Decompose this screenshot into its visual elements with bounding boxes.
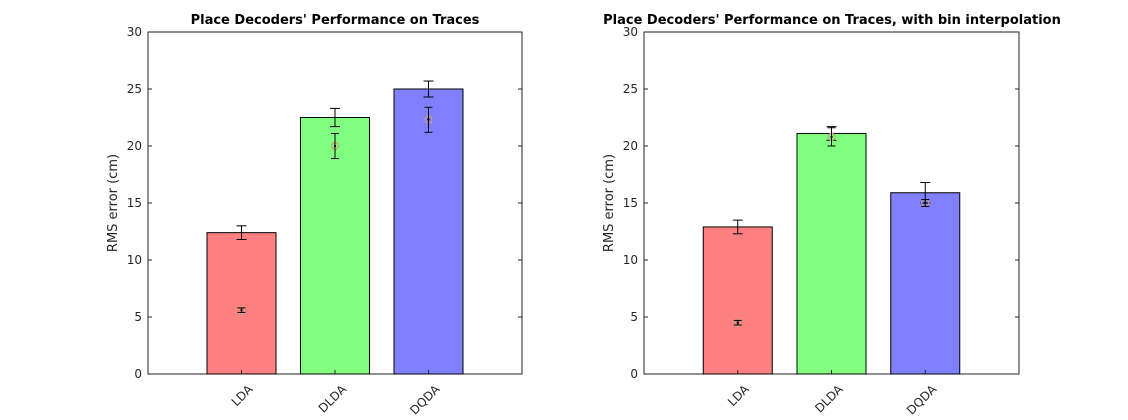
- y-axis-label: RMS error (cm): [602, 154, 617, 252]
- bars: [206, 80, 464, 375]
- x-tick-label: DLDA: [316, 382, 350, 416]
- y-tick-label: 20: [623, 139, 638, 153]
- y-tick-label: 5: [134, 310, 142, 324]
- chart-panel-right: Place Decoders' Performance on Traces, w…: [602, 13, 1061, 417]
- secondary-point-dot: [333, 144, 337, 148]
- secondary-point-marker: [733, 318, 742, 327]
- y-tick-label: 25: [623, 82, 638, 96]
- y-tick-label: 20: [127, 139, 142, 153]
- y-axis-label: RMS error (cm): [106, 154, 121, 252]
- bar-dqda: [890, 192, 961, 375]
- chart-title: Place Decoders' Performance on Traces, w…: [603, 13, 1061, 28]
- bar-dlda: [796, 132, 867, 375]
- y-tick-label: 10: [623, 253, 638, 267]
- secondary-point-dot: [240, 308, 243, 312]
- y-ticks: 0 5 10 15 20 25 30: [623, 25, 1019, 381]
- y-tick-label: 30: [127, 25, 142, 39]
- x-tick-label: LDA: [725, 382, 752, 409]
- secondary-point-dot: [924, 201, 927, 205]
- x-tick-label: DQDA: [904, 382, 940, 418]
- bars: [702, 126, 961, 375]
- secondary-point-dot: [830, 135, 833, 139]
- x-tick-label: DLDA: [812, 382, 846, 416]
- y-tick-label: 10: [127, 253, 142, 267]
- x-tick-label: DQDA: [407, 382, 443, 418]
- x-ticks: LDA DLDA DQDA: [229, 370, 443, 417]
- bar-lda: [206, 232, 277, 375]
- chart-title: Place Decoders' Performance on Traces: [191, 13, 480, 28]
- y-tick-label: 30: [623, 25, 638, 39]
- secondary-point-dot: [427, 118, 430, 121]
- y-ticks: 0 5 10 15 20 25 30: [127, 25, 522, 381]
- secondary-point-marker: [237, 306, 246, 315]
- y-tick-label: 15: [127, 196, 142, 210]
- bar-lda: [702, 226, 773, 375]
- y-tick-label: 15: [623, 196, 638, 210]
- y-tick-label: 5: [630, 310, 638, 324]
- x-ticks: LDA DLDA DQDA: [725, 370, 940, 417]
- bar-dqda: [393, 88, 464, 375]
- y-tick-label: 25: [127, 82, 142, 96]
- x-tick-label: LDA: [229, 382, 256, 409]
- secondary-point-dot: [736, 321, 739, 324]
- chart-panel-left: Place Decoders' Performance on Traces RM…: [106, 13, 523, 417]
- y-tick-label: 0: [630, 367, 638, 381]
- y-tick-label: 0: [134, 367, 142, 381]
